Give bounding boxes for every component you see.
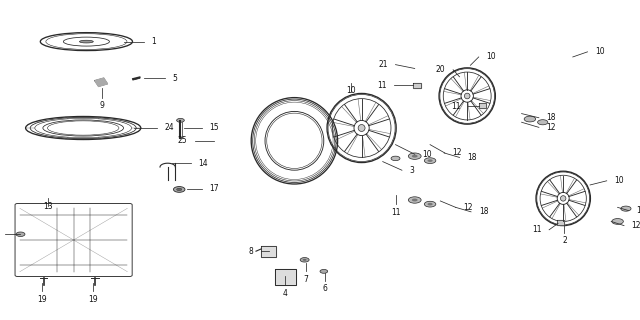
- Text: 25: 25: [178, 136, 188, 145]
- Text: 10: 10: [486, 52, 496, 61]
- Circle shape: [408, 197, 421, 203]
- Text: 11: 11: [532, 225, 541, 234]
- Text: 7: 7: [303, 275, 308, 284]
- Circle shape: [300, 258, 309, 262]
- Circle shape: [538, 120, 548, 125]
- Text: 12: 12: [547, 123, 556, 132]
- Circle shape: [621, 206, 631, 211]
- Circle shape: [173, 187, 185, 192]
- Text: 9: 9: [100, 101, 105, 110]
- Ellipse shape: [561, 196, 566, 201]
- Text: 10: 10: [422, 150, 432, 159]
- Text: 5: 5: [173, 74, 178, 83]
- Text: 1: 1: [152, 37, 156, 46]
- Polygon shape: [275, 269, 296, 285]
- Polygon shape: [261, 246, 276, 257]
- Circle shape: [524, 116, 536, 122]
- Text: 19: 19: [36, 295, 47, 304]
- Text: 10: 10: [595, 47, 605, 56]
- Text: 8: 8: [249, 247, 253, 256]
- Text: 11: 11: [451, 102, 461, 111]
- Polygon shape: [413, 83, 421, 88]
- Circle shape: [177, 118, 184, 122]
- Text: 13: 13: [43, 202, 53, 211]
- Circle shape: [303, 259, 307, 261]
- Text: 12: 12: [452, 148, 462, 157]
- Text: 4: 4: [282, 289, 287, 298]
- Polygon shape: [95, 78, 108, 86]
- Circle shape: [428, 159, 433, 162]
- Circle shape: [16, 232, 25, 236]
- Ellipse shape: [79, 40, 93, 43]
- Circle shape: [612, 219, 623, 224]
- Polygon shape: [479, 103, 486, 108]
- Polygon shape: [557, 220, 564, 225]
- Circle shape: [412, 198, 418, 202]
- Circle shape: [424, 158, 436, 164]
- Text: 11: 11: [377, 81, 387, 90]
- Ellipse shape: [358, 124, 365, 132]
- Text: 17: 17: [209, 184, 219, 193]
- Text: 20: 20: [436, 65, 445, 74]
- Text: 10: 10: [346, 86, 356, 95]
- Text: 18: 18: [467, 153, 477, 162]
- Circle shape: [177, 188, 182, 191]
- Text: 21: 21: [378, 60, 388, 69]
- Text: 18: 18: [636, 206, 640, 215]
- Circle shape: [320, 269, 328, 273]
- Circle shape: [412, 155, 418, 157]
- Circle shape: [408, 153, 421, 159]
- Text: 14: 14: [198, 159, 208, 168]
- Text: 18: 18: [479, 207, 488, 216]
- Text: 12: 12: [632, 221, 640, 230]
- Text: 2: 2: [562, 236, 567, 245]
- Circle shape: [424, 201, 436, 207]
- Text: 19: 19: [88, 295, 98, 304]
- Text: 18: 18: [547, 113, 556, 122]
- Text: 6: 6: [323, 284, 328, 293]
- Text: 3: 3: [410, 166, 415, 175]
- Text: 12: 12: [463, 203, 473, 212]
- Text: 11: 11: [391, 208, 400, 217]
- Text: 15: 15: [209, 124, 219, 132]
- Text: 24: 24: [164, 124, 174, 132]
- Text: 10: 10: [614, 176, 624, 185]
- Circle shape: [428, 203, 433, 205]
- Ellipse shape: [465, 93, 470, 99]
- Circle shape: [391, 156, 400, 161]
